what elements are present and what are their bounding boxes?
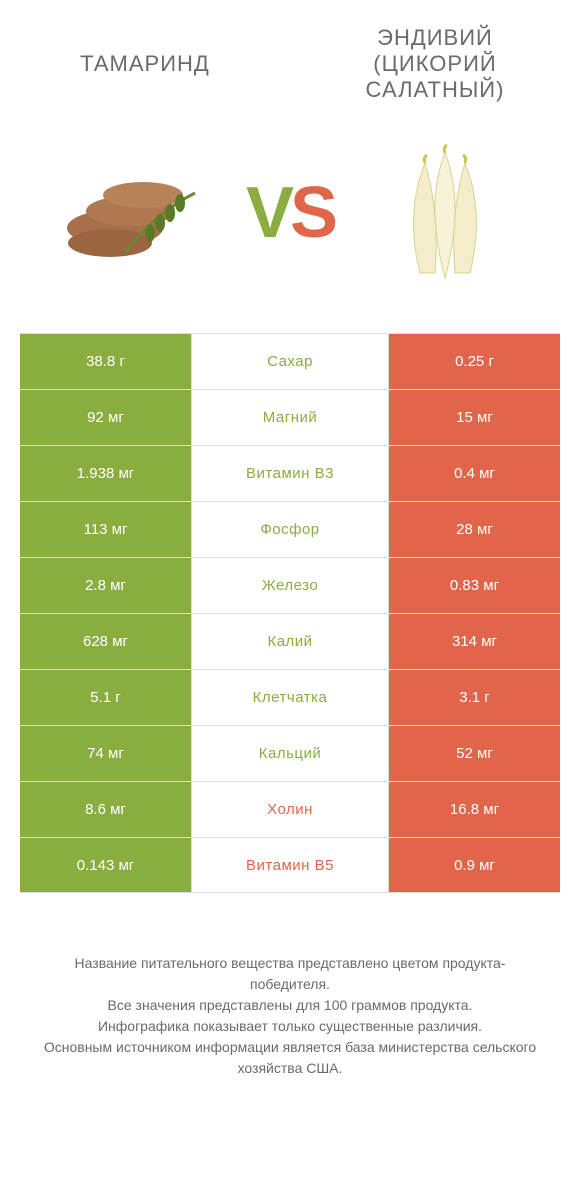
table-row: 628 мгКалий314 мг bbox=[20, 613, 560, 669]
table-row: 5.1 гКлетчатка3.1 г bbox=[20, 669, 560, 725]
footer-line-1: Название питательного вещества представл… bbox=[40, 953, 540, 995]
header-right-line2: (Цикорий bbox=[310, 51, 560, 77]
left-value: 628 мг bbox=[20, 614, 192, 669]
left-value: 0.143 мг bbox=[20, 838, 192, 892]
vs-label: VS bbox=[246, 172, 334, 254]
table-row: 2.8 мгЖелезо0.83 мг bbox=[20, 557, 560, 613]
vs-s: S bbox=[290, 173, 334, 253]
table-row: 8.6 мгХолин16.8 мг bbox=[20, 781, 560, 837]
footer-notes: Название питательного вещества представл… bbox=[40, 953, 540, 1079]
table-row: 74 мгКальций52 мг bbox=[20, 725, 560, 781]
table-row: 1.938 мгВитамин B30.4 мг bbox=[20, 445, 560, 501]
left-value: 38.8 г bbox=[20, 334, 192, 389]
right-value: 28 мг bbox=[388, 502, 560, 557]
endive-icon bbox=[365, 133, 525, 293]
footer-line-2: Все значения представлены для 100 граммо… bbox=[40, 995, 540, 1016]
footer-line-3: Инфографика показывает только существенн… bbox=[40, 1016, 540, 1037]
endive-image bbox=[365, 133, 525, 293]
footer-line-4: Основным источником информации является … bbox=[40, 1037, 540, 1079]
nutrient-label: Железо bbox=[192, 558, 388, 613]
left-value: 8.6 мг bbox=[20, 782, 192, 837]
header-left: Тамаринд bbox=[20, 51, 270, 77]
images-row: VS bbox=[0, 113, 580, 333]
table-row: 92 мгМагний15 мг bbox=[20, 389, 560, 445]
nutrient-label: Фосфор bbox=[192, 502, 388, 557]
right-value: 0.83 мг bbox=[388, 558, 560, 613]
nutrient-label: Витамин B5 bbox=[192, 838, 388, 892]
nutrient-label: Магний bbox=[192, 390, 388, 445]
header-right-line3: салатный) bbox=[310, 77, 560, 103]
nutrient-label: Сахар bbox=[192, 334, 388, 389]
header-right: Эндивий (Цикорий салатный) bbox=[310, 25, 560, 103]
right-value: 0.9 мг bbox=[388, 838, 560, 892]
nutrient-label: Витамин B3 bbox=[192, 446, 388, 501]
nutrient-label: Калий bbox=[192, 614, 388, 669]
comparison-table: 38.8 гСахар0.25 г92 мгМагний15 мг1.938 м… bbox=[20, 333, 560, 893]
right-value: 0.25 г bbox=[388, 334, 560, 389]
left-value: 113 мг bbox=[20, 502, 192, 557]
right-value: 52 мг bbox=[388, 726, 560, 781]
right-value: 16.8 мг bbox=[388, 782, 560, 837]
header-right-line1: Эндивий bbox=[377, 25, 493, 50]
left-value: 5.1 г bbox=[20, 670, 192, 725]
right-value: 314 мг bbox=[388, 614, 560, 669]
header-row: Тамаринд Эндивий (Цикорий салатный) bbox=[0, 0, 580, 113]
vs-v: V bbox=[246, 173, 290, 253]
left-value: 2.8 мг bbox=[20, 558, 192, 613]
left-value: 1.938 мг bbox=[20, 446, 192, 501]
right-value: 15 мг bbox=[388, 390, 560, 445]
nutrient-label: Холин bbox=[192, 782, 388, 837]
nutrient-label: Клетчатка bbox=[192, 670, 388, 725]
right-value: 3.1 г bbox=[388, 670, 560, 725]
table-row: 0.143 мгВитамин B50.9 мг bbox=[20, 837, 560, 893]
tamarind-image bbox=[55, 133, 215, 293]
tamarind-icon bbox=[55, 133, 215, 293]
right-value: 0.4 мг bbox=[388, 446, 560, 501]
left-value: 92 мг bbox=[20, 390, 192, 445]
left-value: 74 мг bbox=[20, 726, 192, 781]
table-row: 113 мгФосфор28 мг bbox=[20, 501, 560, 557]
nutrient-label: Кальций bbox=[192, 726, 388, 781]
table-row: 38.8 гСахар0.25 г bbox=[20, 333, 560, 389]
